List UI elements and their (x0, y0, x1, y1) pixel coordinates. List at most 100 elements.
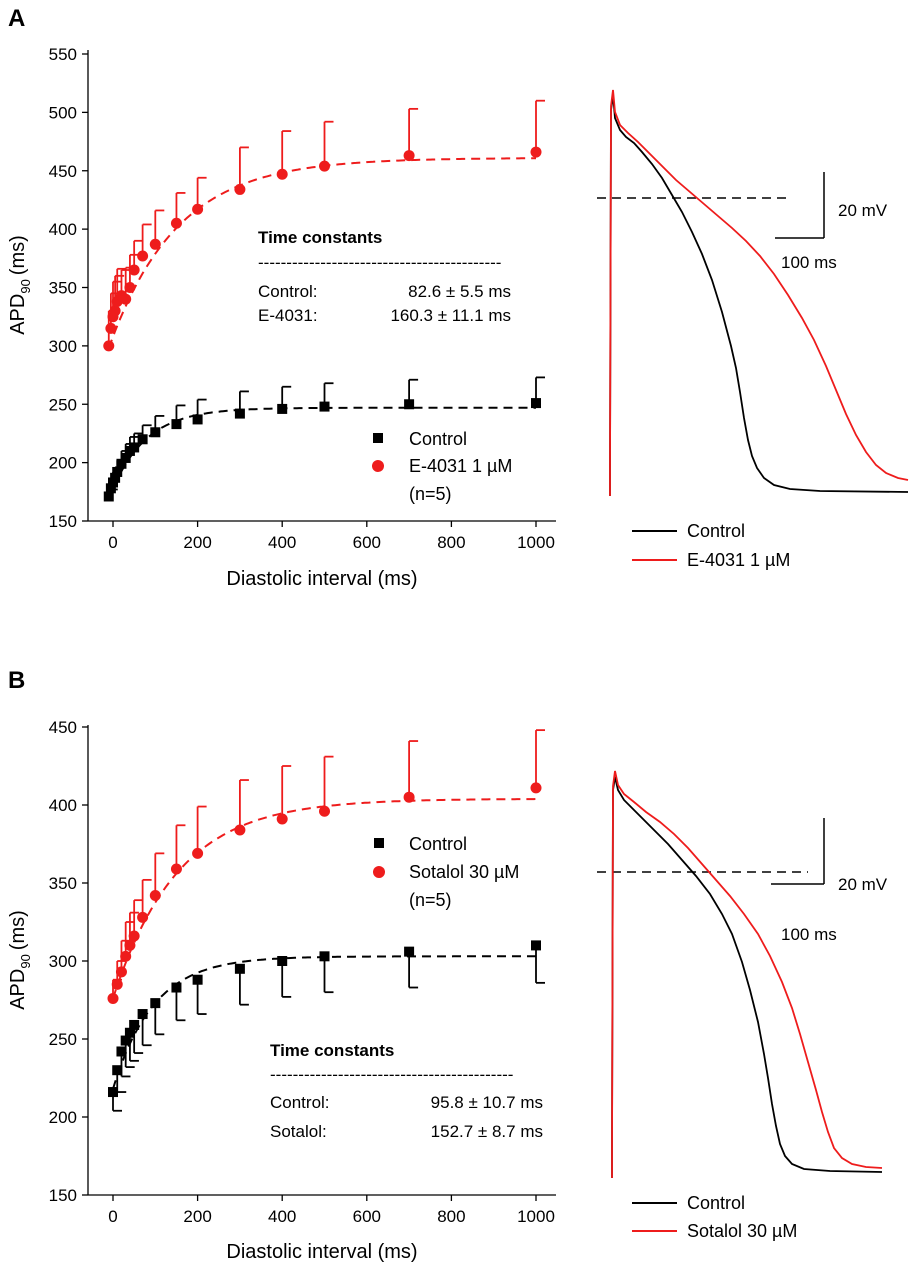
point-control (129, 1019, 140, 1030)
x-axis-title: Diastolic interval (ms) (226, 568, 417, 590)
point-control (277, 956, 288, 966)
point-drug (170, 217, 182, 229)
panel-label-b: B (8, 667, 25, 694)
point-control (234, 408, 245, 419)
point-drug (276, 813, 288, 825)
panel-b: B 0 200 400 600 800 1000 150 200 250 300 350 400 45… (7, 667, 888, 1263)
scale-label-voltage: 20 mV (838, 201, 888, 220)
x-axis-title: Diastolic interval (ms) (226, 1241, 417, 1263)
time-constants-box: Time constants -------------------------… (258, 228, 511, 325)
trace-control (609, 94, 909, 496)
point-control (150, 427, 161, 438)
legend-n-label: (n=5) (409, 890, 452, 910)
point-drug (137, 911, 149, 923)
x-tick-label: 200 (183, 533, 211, 552)
legend-marker-control (373, 433, 383, 443)
panel-label-a: A (8, 5, 25, 32)
scale-label-voltage: 20 mV (838, 875, 888, 894)
y-tick-label: 200 (49, 454, 77, 473)
x-tick-label: 400 (268, 1207, 296, 1226)
point-drug (319, 160, 330, 172)
x-tick-label: 400 (268, 533, 296, 552)
y-axis-title-main: APD (7, 969, 29, 1010)
point-drug (124, 282, 136, 293)
point-drug (111, 978, 123, 990)
y-ticks: 150 200 250 300 350 400 450 (49, 718, 88, 1205)
point-drug (120, 293, 132, 305)
legend-b: Control Sotalol 30 µM (n=5) (373, 834, 519, 910)
x-tick-label: 600 (353, 533, 381, 552)
y-tick-label: 500 (49, 103, 77, 122)
point-control (103, 491, 114, 502)
trace-legend-control: Control (687, 521, 745, 541)
y-axis-title: APD90 (ms) (7, 910, 33, 1010)
chart-b: 0 200 400 600 800 1000 150 200 250 300 350 400 450 (49, 718, 556, 1226)
tc-value-drug: 152.7 ± 8.7 ms (431, 1122, 543, 1141)
point-drug (234, 824, 246, 836)
tc-label-drug: Sotalol: (270, 1122, 327, 1141)
point-control (192, 974, 203, 985)
y-tick-label: 250 (49, 395, 77, 414)
point-drug (103, 340, 115, 352)
point-control (319, 951, 330, 962)
point-control (108, 1087, 118, 1098)
x-tick-label: 200 (183, 1207, 211, 1226)
legend-a: Control E-4031 1 µM (n=5) (372, 429, 512, 504)
y-tick-label: 400 (49, 220, 77, 239)
tc-label-drug: E-4031: (258, 306, 318, 325)
legend-label-drug: Sotalol 30 µM (409, 862, 519, 882)
point-drug (530, 782, 542, 794)
chart-a: 0 200 400 600 800 1000 150 200 250 300 350 400 450 5… (49, 45, 556, 552)
trace-legend-drug: E-4031 1 µM (687, 550, 790, 570)
point-drug (128, 264, 140, 276)
point-drug (170, 863, 182, 875)
tc-value-control: 82.6 ± 5.5 ms (408, 282, 511, 301)
y-tick-label: 350 (49, 279, 77, 298)
point-control (192, 414, 203, 425)
point-control (137, 1009, 148, 1020)
x-ticks: 0 200 400 600 800 1000 (108, 521, 555, 552)
legend-marker-drug (372, 460, 384, 472)
trace-legend-control: Control (687, 1193, 745, 1213)
point-drug (319, 805, 330, 817)
y-axis-title-sub: 90 (18, 954, 33, 968)
y-tick-label: 300 (49, 337, 77, 356)
point-drug (120, 950, 132, 962)
y-axis-title-sub: 90 (18, 279, 33, 293)
trace-drug (609, 89, 909, 496)
legend-marker-control (374, 838, 384, 848)
legend-label-control: Control (409, 834, 467, 854)
point-drug (234, 183, 246, 195)
scale-label-time: 100 ms (781, 925, 837, 944)
point-control (116, 458, 127, 469)
point-control (531, 940, 541, 951)
point-drug (109, 305, 121, 317)
y-axis-title: APD90 (ms) (7, 235, 33, 335)
point-control (110, 472, 121, 483)
point-drug (115, 966, 127, 978)
y-tick-label: 200 (49, 1108, 77, 1127)
x-tick-label: 1000 (517, 1207, 555, 1226)
y-tick-label: 400 (49, 796, 77, 815)
point-control (404, 399, 415, 410)
data-points (107, 782, 542, 1098)
point-drug (128, 930, 140, 942)
y-tick-label: 250 (49, 1030, 77, 1049)
x-tick-label: 800 (437, 1207, 465, 1226)
y-ticks: 150 200 250 300 350 400 450 500 550 (49, 45, 88, 531)
point-control (319, 401, 330, 412)
point-control (129, 442, 140, 453)
tc-label-control: Control: (258, 282, 318, 301)
y-tick-label: 350 (49, 874, 77, 893)
point-drug (276, 168, 288, 180)
x-tick-label: 600 (353, 1207, 381, 1226)
legend-marker-drug (373, 866, 385, 878)
point-drug (192, 203, 204, 215)
legend-label-control: Control (409, 429, 467, 449)
point-control (171, 982, 182, 993)
point-control (277, 403, 288, 414)
trace-legend-drug: Sotalol 30 µM (687, 1221, 797, 1241)
point-control (150, 998, 161, 1009)
y-tick-label: 150 (49, 1186, 77, 1205)
